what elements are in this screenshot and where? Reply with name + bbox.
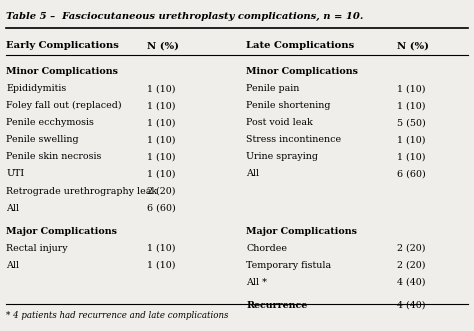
Text: Early Complications: Early Complications [6, 41, 119, 50]
Text: * 4 patients had recurrence and late complications: * 4 patients had recurrence and late com… [6, 310, 228, 319]
Text: 1 (10): 1 (10) [147, 135, 176, 144]
Text: 1 (10): 1 (10) [147, 261, 176, 270]
Text: Table 5 –  Fasciocutaneous urethroplasty complications, n = 10.: Table 5 – Fasciocutaneous urethroplasty … [6, 12, 364, 21]
Text: Late Complications: Late Complications [246, 41, 355, 50]
Text: Penile skin necrosis: Penile skin necrosis [6, 152, 101, 162]
Text: 1 (10): 1 (10) [147, 84, 176, 93]
Text: Urine spraying: Urine spraying [246, 152, 319, 162]
Text: Major Complications: Major Complications [246, 226, 357, 236]
Text: 1 (10): 1 (10) [147, 118, 176, 127]
Text: Retrograde urethrography leak: Retrograde urethrography leak [6, 186, 157, 196]
Text: Temporary fistula: Temporary fistula [246, 261, 331, 270]
Text: 2 (20): 2 (20) [397, 261, 426, 270]
Text: 1 (10): 1 (10) [397, 101, 426, 110]
Text: Penile shortening: Penile shortening [246, 101, 331, 110]
Text: 1 (10): 1 (10) [147, 169, 176, 178]
Text: 4 (40): 4 (40) [397, 278, 426, 287]
Text: 4 (40): 4 (40) [397, 301, 426, 310]
Text: Minor Complications: Minor Complications [6, 67, 118, 76]
Text: Post void leak: Post void leak [246, 118, 313, 127]
Text: All *: All * [246, 278, 267, 287]
Text: Chordee: Chordee [246, 244, 287, 253]
Text: Minor Complications: Minor Complications [246, 67, 358, 76]
Text: 1 (10): 1 (10) [147, 101, 176, 110]
Text: UTI: UTI [6, 169, 24, 178]
Text: 1 (10): 1 (10) [397, 135, 426, 144]
Text: Rectal injury: Rectal injury [6, 244, 68, 253]
Text: Stress incontinence: Stress incontinence [246, 135, 342, 144]
Text: N (%): N (%) [397, 41, 429, 50]
Text: All: All [6, 204, 19, 213]
Text: N (%): N (%) [147, 41, 180, 50]
Text: Penile swelling: Penile swelling [6, 135, 79, 144]
Text: 1 (10): 1 (10) [147, 244, 176, 253]
Text: Epididymitis: Epididymitis [6, 84, 66, 93]
Text: 1 (10): 1 (10) [147, 152, 176, 162]
Text: 6 (60): 6 (60) [147, 204, 176, 213]
Text: 2 (20): 2 (20) [397, 244, 426, 253]
Text: All: All [6, 261, 19, 270]
Text: Penile pain: Penile pain [246, 84, 300, 93]
Text: All: All [246, 169, 260, 178]
Text: 5 (50): 5 (50) [397, 118, 426, 127]
Text: 1 (10): 1 (10) [397, 152, 426, 162]
Text: Recurrence: Recurrence [246, 301, 308, 310]
Text: 1 (10): 1 (10) [397, 84, 426, 93]
Text: 2 (20): 2 (20) [147, 186, 176, 196]
Text: Penile ecchymosis: Penile ecchymosis [6, 118, 94, 127]
Text: 6 (60): 6 (60) [397, 169, 426, 178]
Text: Major Complications: Major Complications [6, 226, 117, 236]
Text: Foley fall out (replaced): Foley fall out (replaced) [6, 101, 122, 110]
